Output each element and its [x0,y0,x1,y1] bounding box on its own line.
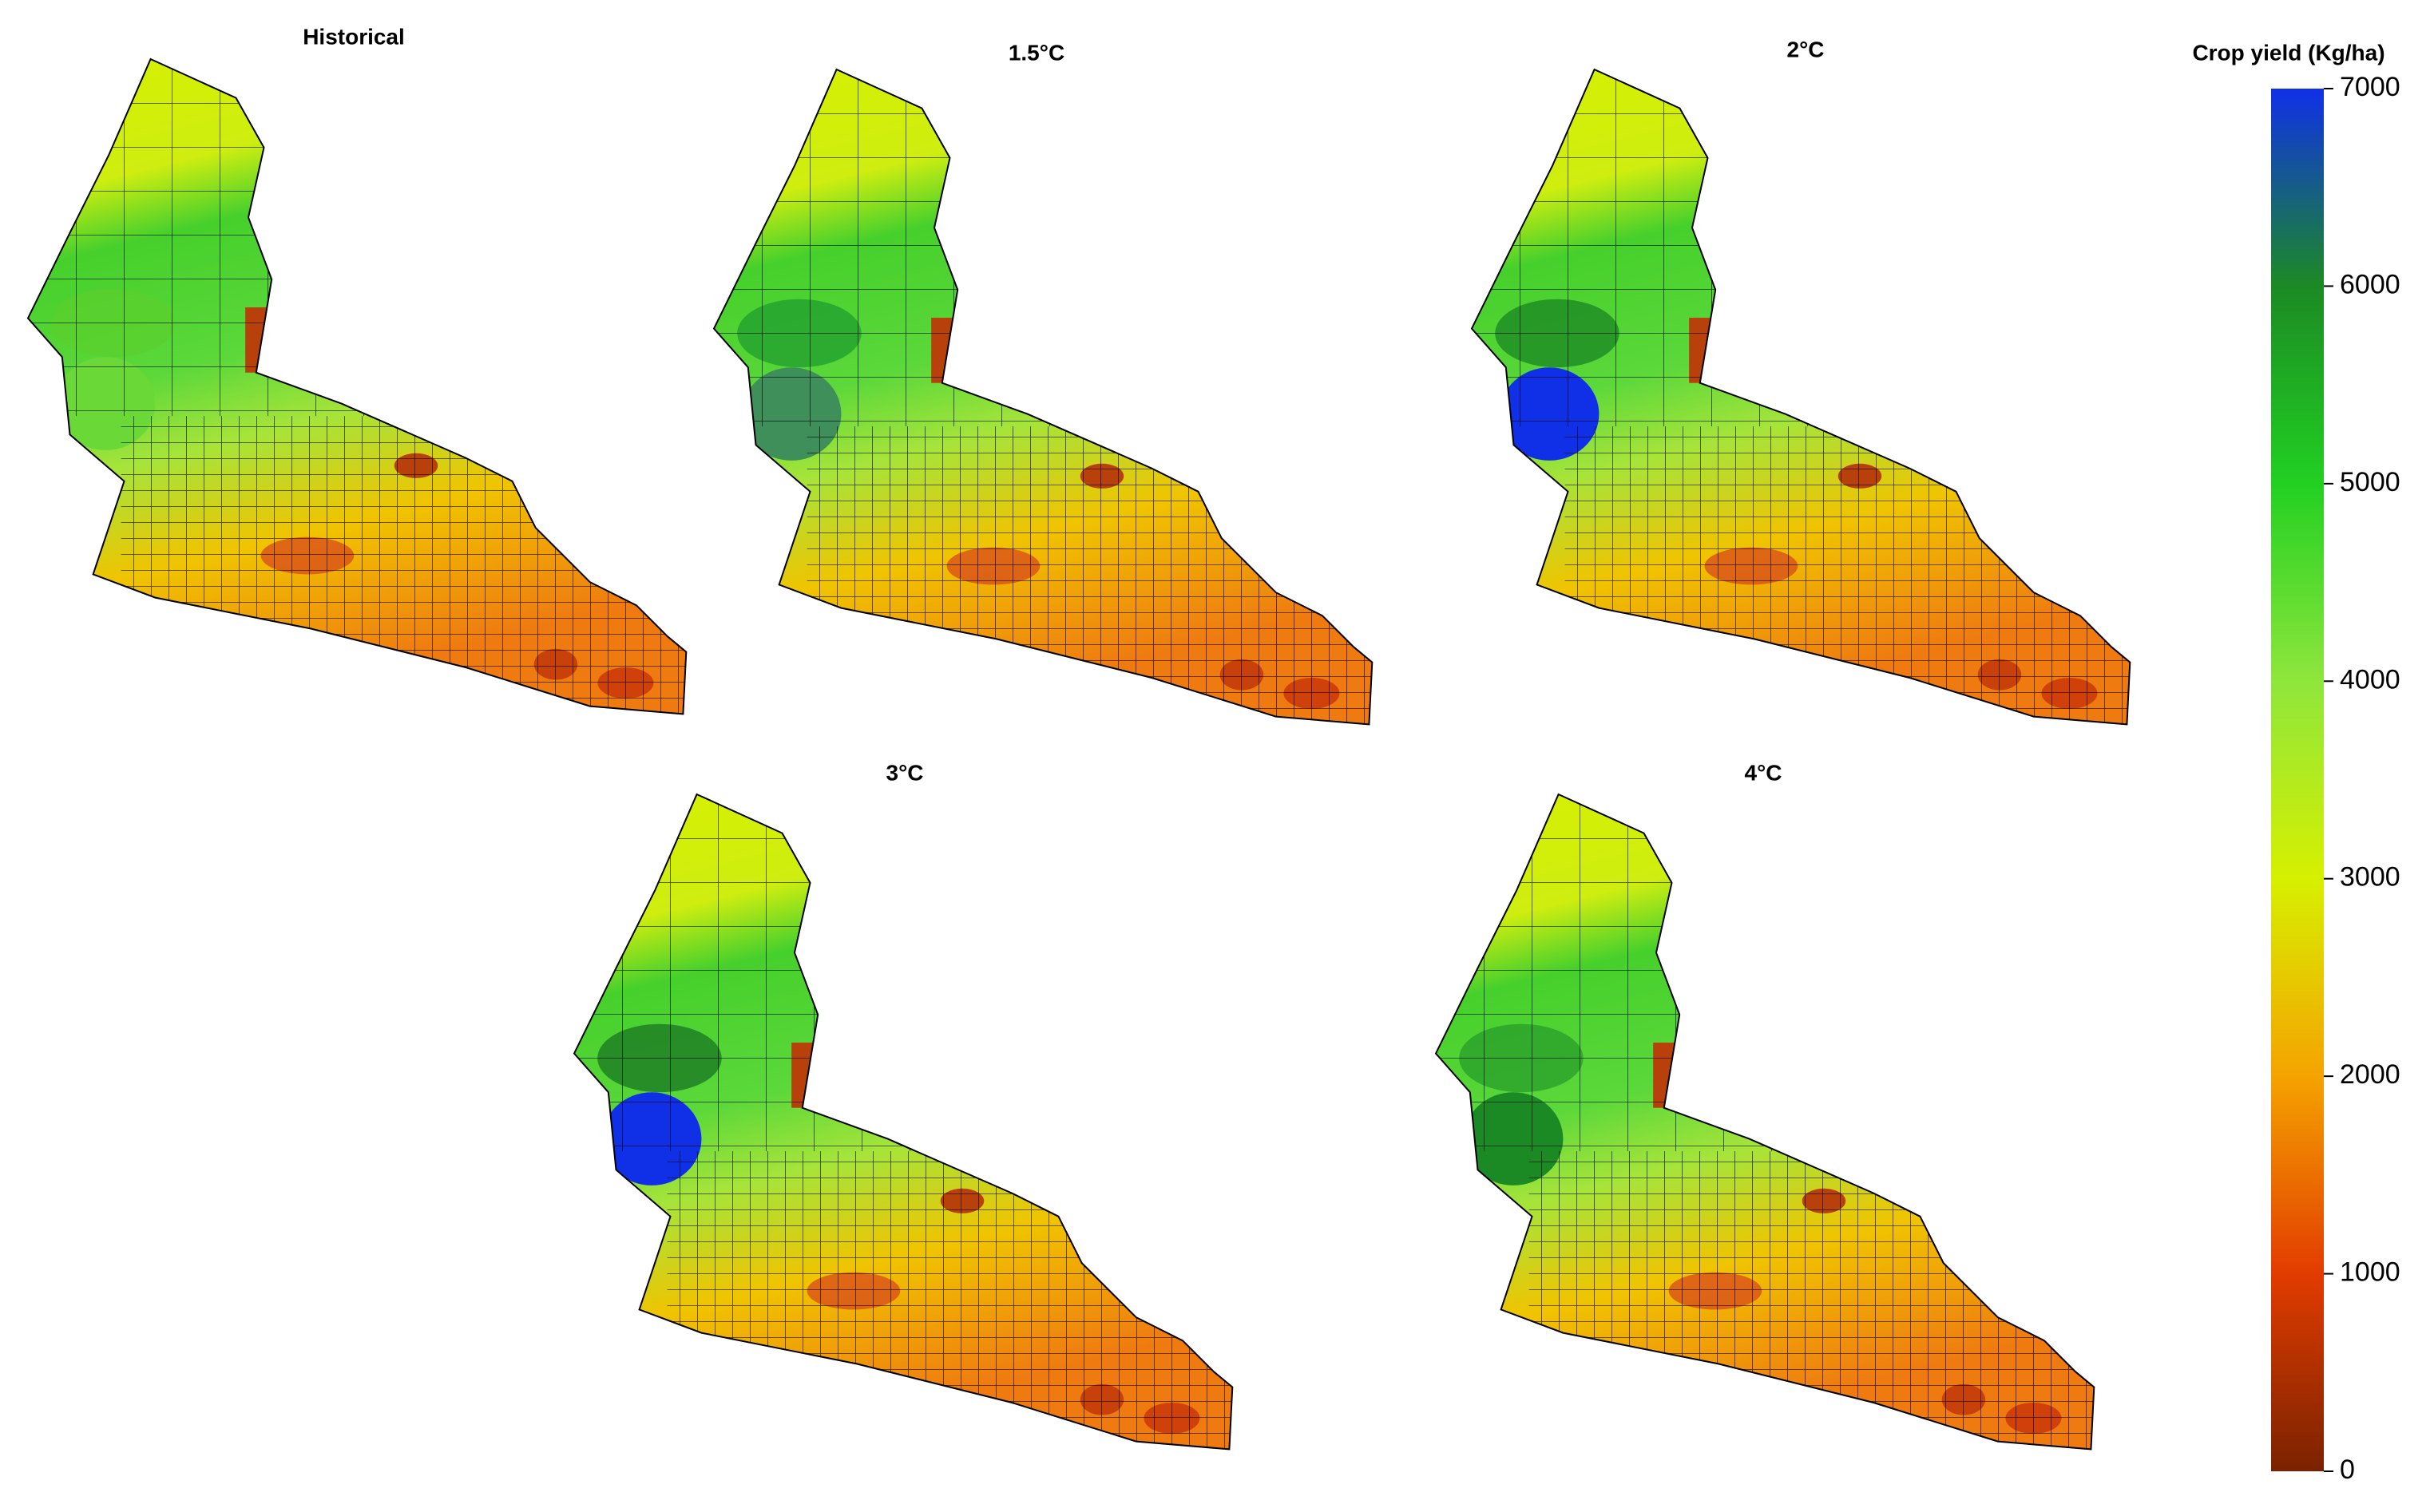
colorbar-tick-label: 5000 [2340,467,2400,497]
map-fill [1472,69,2131,725]
colorbar-tick-label: 0 [2340,1455,2355,1485]
map-fill [574,794,1233,1450]
township-grid [1528,1151,2095,1450]
map-panel [1470,68,2131,726]
map-outline [1434,793,2095,1451]
township-grid [667,1151,1233,1450]
colorbar-tick-label: 6000 [2340,269,2400,299]
map-outline [1470,68,2131,726]
township-grid [121,416,687,714]
legend-title: Crop yield (Kg/ha) [2192,40,2384,65]
colorbar-tick-label: 3000 [2340,862,2400,893]
colorbar [2271,89,2324,1471]
map-fill [1436,794,2095,1450]
map-panel [712,68,1374,726]
map-panel [573,793,1234,1451]
colorbar-tick-label: 4000 [2340,664,2400,695]
panel-title: 2°C [1787,37,1825,61]
township-grid [1564,426,2131,725]
township-grid [807,426,1373,725]
map-outline [573,793,1234,1451]
map-panel [26,57,688,715]
colorbar-tick-label: 2000 [2340,1059,2400,1090]
panel-title: Historical [303,24,405,49]
panel-title: 3°C [886,760,924,785]
panel-title: 1.5°C [1009,40,1064,65]
colorbar-tick-label: 7000 [2340,72,2400,102]
map-outline [26,57,688,715]
map-fill [28,59,687,714]
map-panel [1434,793,2095,1451]
colorbar-tick-label: 1000 [2340,1257,2400,1288]
map-outline [712,68,1374,726]
panel-title: 4°C [1745,760,1782,785]
map-fill [714,69,1373,725]
